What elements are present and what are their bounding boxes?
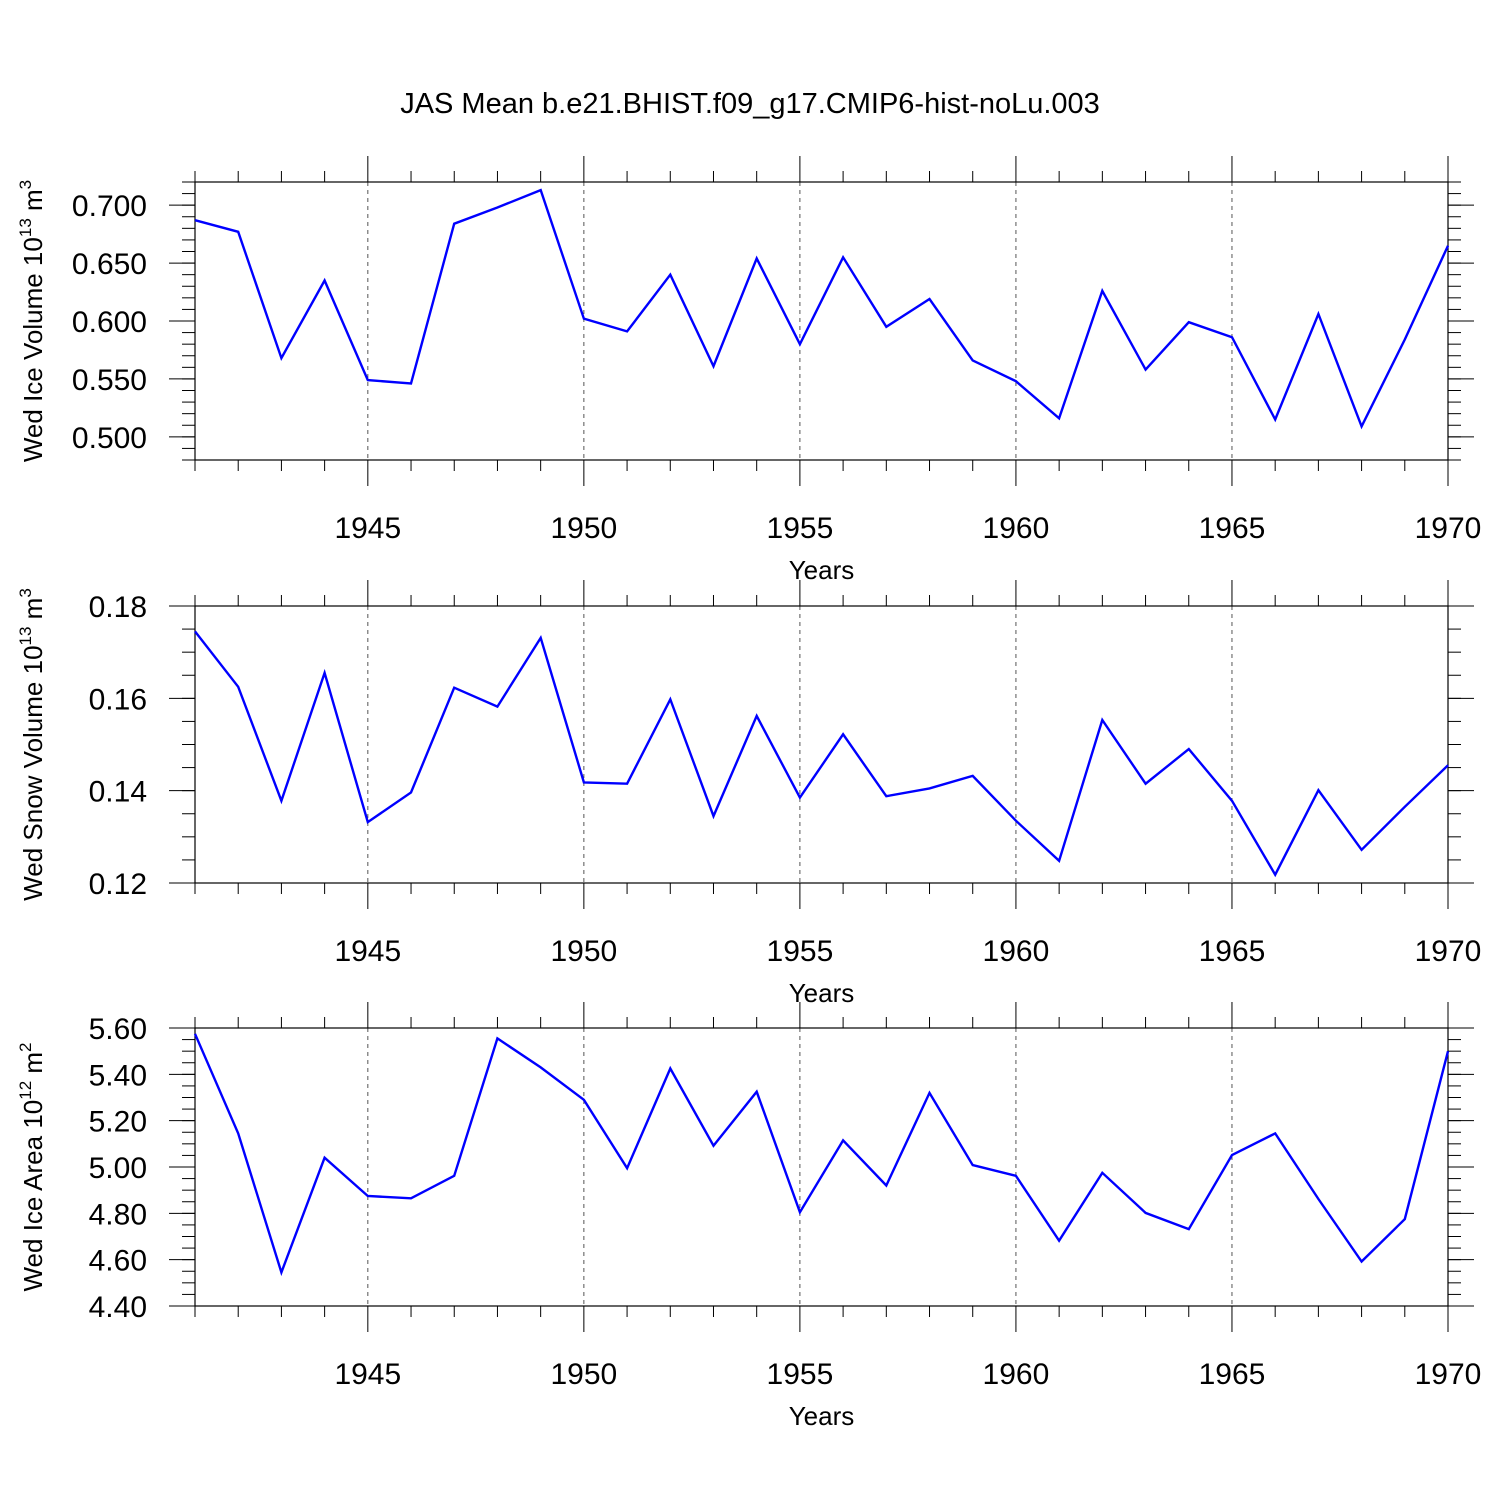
y-tick-label: 0.18 [89,591,147,624]
series-line [193,1033,1450,1277]
x-axis-label: Years [789,555,855,585]
y-axis-label-exponent: 3 [16,588,35,597]
y-axis-label: Wed Ice Area 1012 m2 [16,1042,48,1291]
x-tick-label: 1960 [983,1358,1050,1391]
y-axis-label-exponent: 13 [16,627,35,646]
y-axis-label: Wed Ice Volume 1013 m3 [16,180,48,462]
x-tick-label: 1955 [767,935,834,968]
x-tick-label: 1945 [334,1358,401,1391]
y-axis-label: Wed Snow Volume 1013 m3 [16,588,48,901]
x-tick-label: 1955 [767,512,834,545]
y-tick-label: 0.600 [72,306,147,339]
x-tick-label: 1950 [550,512,617,545]
series-line [194,630,1449,878]
y-tick-label: 0.650 [72,248,147,281]
y-tick-label: 0.12 [89,868,147,901]
y-tick-label: 0.14 [89,776,147,809]
y-tick-label: 4.60 [89,1245,147,1278]
plot-frame [194,605,1449,884]
y-tick-label: 5.60 [89,1013,147,1046]
x-tick-label: 1945 [334,935,401,968]
y-tick-label: 5.20 [89,1106,147,1139]
x-axis-label: Years [789,978,855,1008]
x-tick-label: 1950 [550,1358,617,1391]
y-axis-label-part: m [18,598,48,627]
x-tick-label: 1970 [1415,1358,1482,1391]
x-tick-label: 1965 [1199,1358,1266,1391]
y-axis-label-exponent: 2 [16,1042,35,1051]
x-tick-label: 1960 [983,512,1050,545]
y-tick-label: 5.40 [89,1059,147,1092]
y-axis-label-exponent: 13 [16,218,35,237]
y-axis-label-part: Wed Snow Volume 10 [18,645,48,900]
x-tick-label: 1965 [1199,512,1266,545]
y-tick-label: 0.700 [72,190,147,223]
figure-title: JAS Mean b.e21.BHIST.f09_g17.CMIP6-hist-… [400,88,1100,120]
x-tick-label: 1955 [767,1358,834,1391]
x-tick-label: 1970 [1415,935,1482,968]
y-axis-label-exponent: 12 [16,1081,35,1100]
chart-panel-2: 0.12 0.14 0.16 0.18 1945 1950 1955 1960 1965 1970… [16,580,1481,1008]
y-axis-label-part: Wed Ice Volume 10 [18,237,48,462]
y-axis-label-part: Wed Ice Area 10 [18,1100,48,1292]
y-axis-label-part: m [18,1052,48,1081]
y-tick-label: 0.16 [89,683,147,716]
y-tick-label: 0.550 [72,364,147,397]
y-tick-label: 5.00 [89,1152,147,1185]
chart-panel-3: 4.40 4.60 4.80 5.00 5.20 5.40 5.60 1945 1950 1955… [16,1002,1481,1431]
x-axis-label: Years [789,1401,855,1431]
plot-frame [194,181,1449,461]
y-tick-label: 0.500 [72,422,147,455]
x-tick-label: 1960 [983,935,1050,968]
series-line [194,188,1450,430]
y-tick-label: 4.40 [89,1291,147,1324]
y-axis-label-part: m [18,189,48,218]
x-tick-label: 1965 [1199,935,1266,968]
x-tick-label: 1950 [550,935,617,968]
plot-frame [194,1027,1449,1307]
x-tick-label: 1945 [334,512,401,545]
y-tick-label: 4.80 [89,1198,147,1231]
chart-panel-1: 0.500 0.550 0.600 0.650 0.700 1945 1950 1955 196… [16,156,1481,585]
y-axis-label-exponent: 3 [16,180,35,189]
x-tick-label: 1970 [1415,512,1482,545]
